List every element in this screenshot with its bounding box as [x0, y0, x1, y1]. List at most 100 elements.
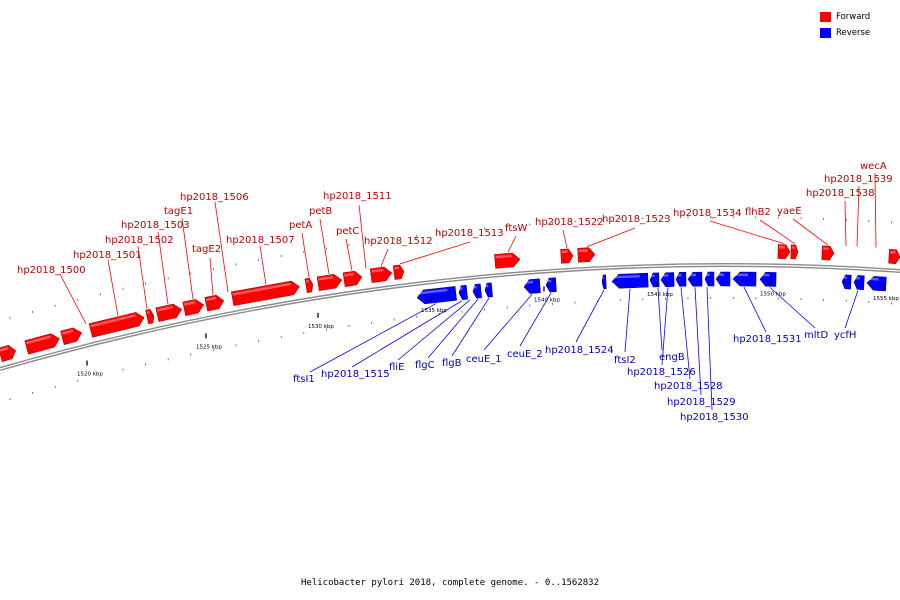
forward-gene-label: hp2018_1539 — [824, 174, 893, 185]
reverse-gene-block — [853, 275, 865, 291]
legend-forward-label: Forward — [836, 11, 871, 22]
forward-leader-line — [259, 245, 267, 285]
forward-leader-line — [759, 219, 796, 245]
reverse-leader-line — [427, 298, 479, 359]
legend-forward: Forward — [820, 9, 890, 24]
reverse-gene-label: hp2018_1526 — [627, 367, 696, 378]
forward-gene-block — [182, 299, 205, 317]
forward-gene-label: ftsW — [505, 223, 527, 234]
reverse-gene-label: ceuE_2 — [507, 349, 543, 360]
ruler-tick-label: 1545 kbp — [647, 292, 673, 298]
reverse-gene-block — [484, 282, 493, 298]
forward-gene-block — [560, 248, 574, 264]
forward-gene-block — [369, 266, 393, 284]
forward-gene-block — [60, 327, 83, 345]
forward-leader-line — [562, 229, 568, 249]
forward-gene-label: flhB2 — [745, 207, 771, 218]
forward-gene-block — [316, 273, 343, 291]
forward-leader-line — [319, 218, 330, 275]
forward-gene-label: hp2018_1513 — [435, 228, 504, 239]
reverse-gene-block — [759, 272, 777, 287]
reverse-gene-block — [416, 286, 457, 305]
forward-leader-line — [301, 232, 310, 278]
forward-gene-label: yaeE — [777, 206, 802, 217]
reverse-leader-line — [624, 288, 631, 353]
reverse-leader-line — [483, 294, 533, 351]
forward-gene-label: hp2018_1507 — [226, 235, 295, 246]
forward-gene-label: hp2018_1511 — [323, 191, 392, 202]
reverse-leader-line — [694, 287, 702, 396]
forward-leader-line — [856, 185, 860, 247]
reverse-gene-label: hp2018_1515 — [321, 369, 390, 380]
reverse-swatch — [820, 27, 831, 38]
reverse-gene-label: ceuE_1 — [466, 354, 502, 365]
reverse-gene-block — [523, 278, 541, 294]
forward-leader-line — [792, 218, 829, 246]
forward-gene-block — [24, 333, 60, 355]
reverse-leader-line — [657, 287, 663, 351]
genome-caption: Helicobacter pylori 2018, complete genom… — [300, 578, 599, 588]
reverse-gene-block — [472, 283, 482, 299]
reverse-gene-label: fliE — [389, 362, 404, 373]
ruler-tick-label: 1535 kbp — [421, 308, 447, 314]
reverse-leader-line — [575, 289, 605, 343]
forward-leader-line — [358, 204, 367, 269]
reverse-gene-block — [866, 276, 887, 292]
reverse-gene-label: flgC — [415, 360, 435, 371]
reverse-leader-line — [351, 300, 463, 368]
reverse-gene-label: ycfH — [834, 330, 856, 341]
reverse-leader-line — [661, 287, 669, 366]
forward-gene-label: petA — [289, 220, 312, 231]
forward-gene-block — [204, 294, 225, 312]
forward-leader-line — [345, 238, 353, 271]
forward-gene-label: hp2018_1538 — [806, 188, 875, 199]
forward-gene-block — [231, 280, 300, 306]
forward-gene-label: tagE2 — [192, 244, 221, 255]
forward-leader-line — [507, 235, 517, 253]
forward-gene-block — [577, 247, 596, 263]
forward-gene-label: hp2018_1523 — [602, 214, 671, 225]
forward-gene-block — [0, 345, 17, 362]
forward-leader-line — [844, 200, 847, 246]
reverse-gene-block — [458, 284, 468, 300]
forward-gene-label: hp2018_1502 — [105, 235, 174, 246]
reverse-gene-label: mltD — [804, 330, 828, 341]
forward-leader-line — [157, 231, 169, 305]
forward-gene-label: hp2018_1512 — [364, 236, 433, 247]
forward-gene-label: tagE1 — [164, 206, 193, 217]
reverse-gene-block — [841, 274, 852, 290]
reverse-leader-line — [769, 287, 816, 329]
reverse-gene-label: hp2018_1529 — [667, 397, 736, 408]
reverse-leader-line — [309, 303, 437, 373]
forward-gene-block — [342, 270, 363, 287]
forward-gene-label: petC — [336, 226, 359, 237]
ruler-tick-label: 1525 kbp — [196, 344, 222, 350]
reverse-leader-line — [397, 299, 471, 361]
forward-gene-block — [88, 312, 145, 338]
forward-gene-label: hp2018_1503 — [121, 220, 190, 231]
forward-leader-line — [107, 259, 119, 316]
forward-leader-line — [874, 172, 877, 248]
reverse-leader-line — [743, 286, 767, 333]
reverse-gene-block — [732, 271, 757, 287]
backbone-inner — [0, 264, 900, 370]
legend-reverse: Reverse — [820, 25, 890, 40]
reverse-gene-block — [715, 271, 731, 287]
legend: Forward Reverse — [820, 9, 890, 41]
forward-gene-block — [777, 244, 791, 259]
reverse-gene-label: engB — [659, 352, 685, 363]
forward-gene-label: hp2018_1500 — [17, 265, 86, 276]
genome-tracks — [0, 244, 900, 371]
ruler-ticks: 1520 kbp 1525 kbp 1530 kbp 1535 kbp 1540 kbp… — [9, 216, 899, 401]
reverse-leader-line — [680, 287, 691, 380]
forward-gene-block — [821, 245, 835, 261]
gene-callouts: hp2018_1500 hp2018_1501 hp2018_1502 hp2018_… — [17, 161, 893, 423]
forward-gene-label: wecA — [860, 161, 887, 172]
forward-gene-label: hp2018_1522 — [535, 217, 604, 228]
reverse-gene-block — [675, 272, 687, 287]
ruler-tick-label: 1520 kbp — [77, 372, 103, 378]
forward-leader-line — [59, 273, 87, 324]
reverse-leader-line — [706, 287, 713, 411]
reverse-gene-label: flgB — [442, 358, 462, 369]
reverse-gene-block — [649, 272, 660, 288]
